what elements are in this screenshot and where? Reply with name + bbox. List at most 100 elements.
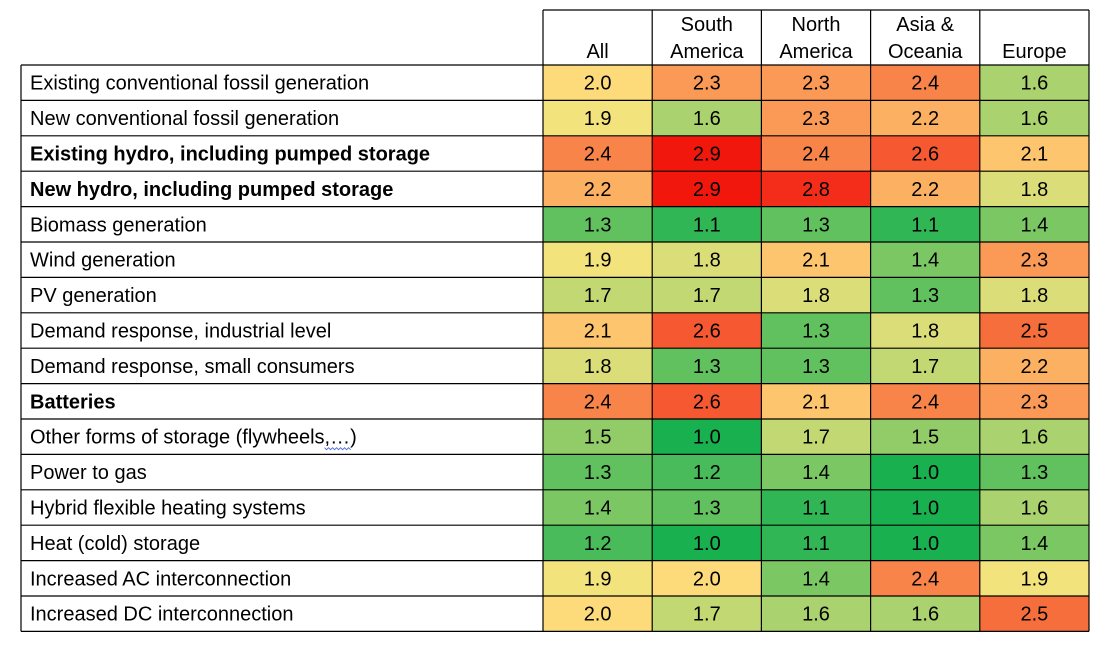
cell-value: 2.0 [584,604,612,626]
cell-value: 1.5 [584,427,612,449]
heatmap-cell [652,489,762,526]
cell-value: 2.2 [911,179,939,201]
heatmap-cell [652,525,762,561]
cell-value: 1.6 [802,604,830,626]
cell-value: 1.3 [802,214,830,236]
heatmap-cell [652,383,762,419]
heatmap-cell [979,242,1089,278]
heatmap-cell [543,489,653,526]
row-label: Other forms of storage (flywheels,…) [30,427,357,449]
heatmap-cell [652,242,762,278]
cell-value: 1.4 [1020,533,1048,555]
heatmap-cell [652,171,762,207]
heatmap-cell [761,383,871,419]
heatmap-cell [979,383,1089,419]
cell-value: 1.7 [911,356,939,378]
heatmap-cell [761,419,871,455]
row-label: Batteries [30,391,116,413]
heatmap-cell [979,206,1089,242]
cell-value: 2.9 [693,179,721,201]
cell-value: 1.9 [1020,568,1048,590]
cell-value: 1.3 [802,321,830,343]
cell-value: 2.2 [1020,356,1048,378]
cell-value: 1.1 [802,498,830,520]
cell-value: 2.3 [802,73,830,95]
heatmap-cell [761,348,871,384]
heatmap-cell [979,171,1089,207]
heatmap-cell [870,206,980,242]
heatmap-cell [652,312,762,349]
cell-value: 1.0 [693,427,721,449]
heatmap-cell [543,383,653,419]
heatmap-cell [870,348,980,384]
cell-value: 1.7 [584,285,612,307]
cell-value: 1.1 [802,533,830,555]
cell-value: 2.3 [1020,250,1048,272]
heatmap-cell [543,171,653,207]
heatmap-cell [543,100,653,136]
cell-value: 2.9 [693,144,721,166]
cell-value: 2.3 [1020,391,1048,413]
cell-value: 1.8 [911,321,939,343]
heatmap-cell [652,454,762,490]
heatmap-cell [652,206,762,242]
heatmap-cell [761,560,871,596]
cell-value: 1.3 [584,462,612,484]
row-label: Power to gas [30,462,147,484]
heatmap-cell [979,135,1089,172]
heatmap-cell [543,596,653,632]
cell-value: 1.4 [802,568,830,590]
heatmap-cell [543,206,653,242]
heatmap-cell [979,454,1089,490]
heatmap-cell [543,135,653,172]
column-header: Asia & Oceania [888,14,963,63]
heatmap-cell [761,135,871,172]
cell-value: 1.9 [584,108,612,130]
heatmap-cell [870,312,980,349]
cell-value: 2.0 [584,73,612,95]
cell-value: 2.1 [802,391,830,413]
heatmap-cell [761,277,871,313]
heatmap-cell [870,596,980,632]
cell-value: 1.7 [693,604,721,626]
cell-value: 1.6 [911,604,939,626]
heatmap-cell [543,419,653,455]
cell-value: 1.6 [693,108,721,130]
heatmap-cell [543,525,653,561]
heatmap-cell [870,65,980,101]
heatmap-cell [652,596,762,632]
cell-value: 1.4 [911,250,939,272]
cell-value: 1.3 [911,285,939,307]
cell-value: 1.7 [693,285,721,307]
heatmap-cell [652,65,762,101]
heatmap-cell [979,100,1089,136]
cell-value: 1.5 [911,427,939,449]
cell-value: 2.4 [802,144,830,166]
heatmap-cell [870,277,980,313]
heatmap-cell [870,100,980,136]
row-label: Biomass generation [30,214,207,236]
cell-value: 2.2 [584,179,612,201]
cell-value: 2.1 [1020,144,1048,166]
cell-value: 2.6 [693,321,721,343]
heatmap-cell [870,454,980,490]
heatmap-cell [652,560,762,596]
cell-value: 2.3 [693,73,721,95]
row-label: Heat (cold) storage [30,533,200,555]
cell-value: 2.6 [693,391,721,413]
column-header: All [586,41,608,63]
cell-value: 1.6 [1020,498,1048,520]
heatmap-cell [543,454,653,490]
row-label: New conventional fossil generation [30,108,339,130]
cell-value: 1.6 [1020,427,1048,449]
row-label: PV generation [30,285,157,307]
cell-value: 1.8 [1020,285,1048,307]
cell-value: 2.1 [802,250,830,272]
row-label: Increased DC interconnection [30,604,293,626]
row-label: Existing hydro, including pumped storage [30,144,430,166]
cell-value: 1.8 [802,285,830,307]
heatmap-cell [979,348,1089,384]
cell-value: 1.1 [911,214,939,236]
cell-value: 1.6 [1020,108,1048,130]
cell-value: 1.8 [584,356,612,378]
